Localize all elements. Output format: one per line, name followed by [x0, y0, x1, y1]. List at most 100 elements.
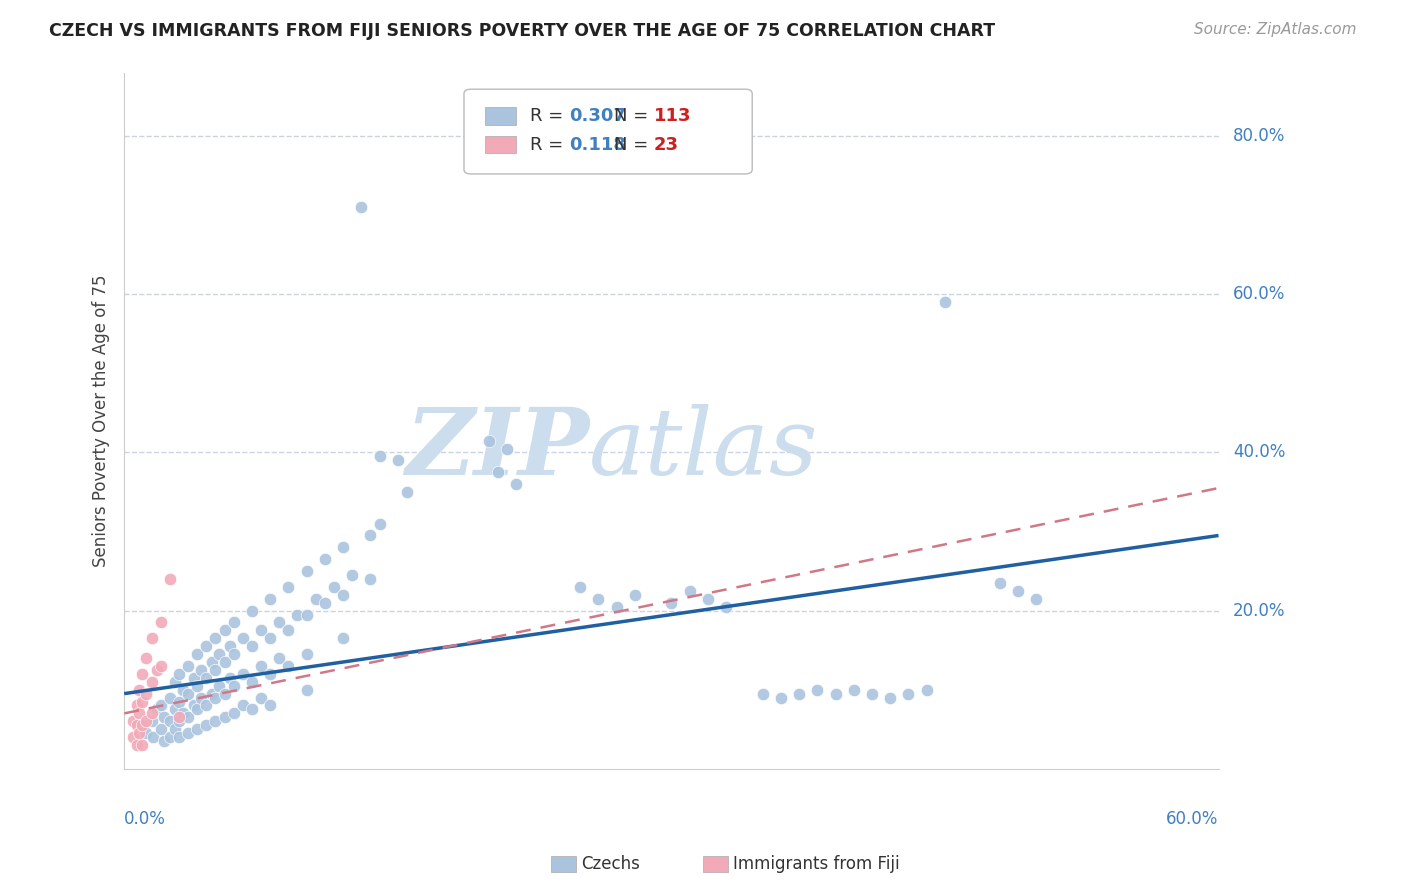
Point: [142, 730, 165, 744]
Point: [232, 698, 254, 713]
Point: [1025, 591, 1047, 606]
Point: [219, 639, 242, 653]
Point: [177, 726, 200, 740]
Point: [806, 682, 828, 697]
Point: [232, 632, 254, 646]
Point: [177, 710, 200, 724]
Point: [359, 528, 381, 542]
Text: 40.0%: 40.0%: [1233, 443, 1285, 461]
Text: 60.0%: 60.0%: [1233, 285, 1285, 303]
Point: [259, 666, 281, 681]
Point: [496, 442, 519, 456]
Point: [879, 690, 901, 705]
Text: CZECH VS IMMIGRANTS FROM FIJI SENIORS POVERTY OVER THE AGE OF 75 CORRELATION CHA: CZECH VS IMMIGRANTS FROM FIJI SENIORS PO…: [49, 22, 995, 40]
Point: [177, 659, 200, 673]
Point: [751, 687, 773, 701]
Point: [141, 674, 163, 689]
Point: [167, 710, 190, 724]
Point: [195, 671, 218, 685]
Point: [824, 687, 846, 701]
Point: [183, 698, 205, 713]
Point: [128, 726, 150, 740]
Point: [988, 576, 1011, 591]
Point: [172, 706, 194, 721]
Point: [240, 702, 263, 716]
Point: [159, 572, 181, 586]
Point: [222, 679, 245, 693]
Point: [128, 682, 150, 697]
Point: [359, 572, 381, 586]
Point: [350, 200, 373, 214]
Point: [696, 591, 718, 606]
Point: [204, 632, 226, 646]
Point: [714, 599, 737, 614]
Text: 80.0%: 80.0%: [1233, 128, 1285, 145]
Point: [214, 655, 236, 669]
Point: [122, 730, 145, 744]
Point: [323, 580, 346, 594]
Point: [232, 666, 254, 681]
Point: [131, 718, 153, 732]
Point: [190, 690, 212, 705]
Point: [395, 485, 418, 500]
Point: [277, 580, 299, 594]
Text: N =: N =: [614, 136, 654, 153]
Point: [141, 632, 163, 646]
Point: [505, 477, 527, 491]
Point: [259, 698, 281, 713]
Point: [222, 647, 245, 661]
Point: [208, 647, 231, 661]
Point: [661, 596, 683, 610]
Point: [860, 687, 883, 701]
Point: [204, 663, 226, 677]
Text: 0.118: 0.118: [569, 136, 627, 153]
Point: [135, 714, 157, 729]
Point: [165, 674, 187, 689]
Point: [125, 738, 148, 752]
Point: [125, 718, 148, 732]
Point: [167, 666, 190, 681]
Point: [624, 588, 647, 602]
Point: [214, 710, 236, 724]
Point: [153, 734, 176, 748]
Text: 23: 23: [654, 136, 679, 153]
Point: [842, 682, 865, 697]
Point: [250, 624, 273, 638]
Point: [569, 580, 592, 594]
Point: [141, 706, 163, 721]
Point: [149, 615, 172, 630]
Point: [149, 722, 172, 736]
Point: [269, 651, 291, 665]
Point: [287, 607, 309, 622]
Point: [240, 639, 263, 653]
Text: R =: R =: [530, 136, 569, 153]
Point: [149, 659, 172, 673]
Point: [915, 682, 938, 697]
Point: [153, 710, 176, 724]
Point: [314, 596, 336, 610]
Point: [186, 702, 208, 716]
Point: [222, 706, 245, 721]
Point: [131, 666, 153, 681]
Text: 20.0%: 20.0%: [1233, 601, 1285, 620]
Point: [128, 706, 150, 721]
Text: 0.307: 0.307: [569, 107, 626, 125]
Point: [214, 624, 236, 638]
Point: [146, 702, 169, 716]
Point: [305, 591, 328, 606]
Point: [478, 434, 501, 448]
Point: [159, 730, 181, 744]
Point: [131, 718, 153, 732]
Point: [125, 698, 148, 713]
Text: atlas: atlas: [589, 404, 818, 493]
Point: [177, 687, 200, 701]
Point: [277, 624, 299, 638]
Point: [332, 588, 354, 602]
Point: [135, 651, 157, 665]
Point: [186, 647, 208, 661]
Point: [295, 682, 318, 697]
Text: Source: ZipAtlas.com: Source: ZipAtlas.com: [1194, 22, 1357, 37]
Point: [165, 702, 187, 716]
Point: [222, 615, 245, 630]
Point: [240, 674, 263, 689]
